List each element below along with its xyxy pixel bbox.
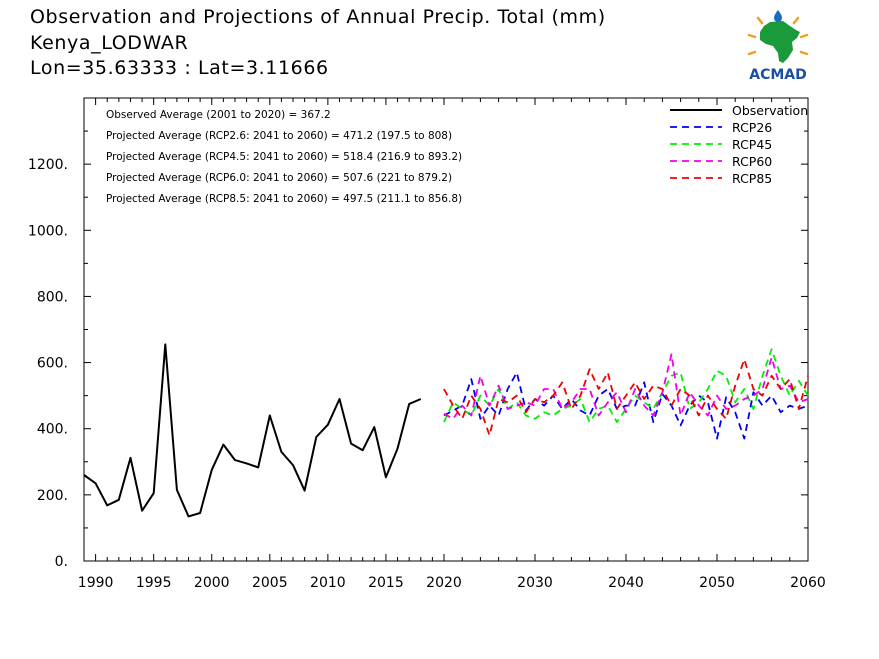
location-name: Kenya_LODWAR	[30, 32, 189, 54]
x-tick-label: 2030	[517, 575, 553, 591]
annotation-text: Projected Average (RCP6.0: 2041 to 2060)…	[106, 172, 452, 184]
annotation-text: Projected Average (RCP4.5: 2041 to 2060)…	[106, 151, 462, 163]
x-tick-label: 2000	[194, 575, 230, 591]
annotation-text: Projected Average (RCP2.6: 2041 to 2060)…	[106, 130, 452, 142]
y-tick-label: 1200.	[28, 157, 68, 173]
series-line-rcp85	[443, 358, 809, 437]
series-line-rcp45	[443, 348, 809, 424]
annotations: Observed Average (2001 to 2020) = 367.2 P…	[106, 109, 462, 205]
x-tick-label: 2060	[790, 575, 826, 591]
series-line-observation	[83, 343, 422, 518]
x-tick-label: 2050	[699, 575, 735, 591]
logo-text: ACMAD	[749, 67, 807, 83]
chart-title: Observation and Projections of Annual Pr…	[30, 6, 606, 28]
x-tick-label: 1995	[136, 575, 172, 591]
x-axis-labels: 1990 1995 2000 2005 2010 2015 2020 2030 2040 2050…	[78, 575, 826, 591]
y-tick-label: 400.	[37, 422, 68, 438]
x-tick-label: 2005	[252, 575, 288, 591]
legend-label: RCP85	[732, 171, 772, 186]
series-lines	[83, 343, 809, 518]
series-line-rcp26	[443, 371, 809, 440]
acmad-logo: ACMAD	[738, 8, 818, 84]
plot-frame	[83, 97, 809, 562]
y-tick-label: 800.	[37, 289, 68, 305]
y-tick-label: 600.	[37, 356, 68, 372]
annotation-text: Observed Average (2001 to 2020) = 367.2	[106, 109, 331, 121]
y-axis-labels: 0. 200. 400. 600. 800. 1000. 1200.	[28, 157, 68, 570]
y-tick-label: 200.	[37, 488, 68, 504]
y-tick-label: 0.	[55, 554, 68, 570]
legend: Observation RCP26 RCP45 RCP60 RCP85	[670, 103, 808, 186]
x-tick-label: 2040	[608, 575, 644, 591]
africa-sun-logo-icon: ACMAD	[747, 10, 809, 83]
x-tick-label: 2010	[310, 575, 346, 591]
annotation-text: Projected Average (RCP8.5: 2041 to 2060)…	[106, 193, 462, 205]
legend-label: RCP60	[732, 154, 772, 169]
legend-label: Observation	[732, 103, 808, 118]
axis-ticks	[84, 97, 809, 562]
x-tick-label: 1990	[78, 575, 114, 591]
legend-label: RCP45	[732, 137, 772, 152]
y-tick-label: 1000.	[28, 223, 68, 239]
coordinates: Lon=35.63333 : Lat=3.11666	[30, 57, 329, 79]
legend-label: RCP26	[732, 120, 772, 135]
x-tick-label: 2015	[368, 575, 404, 591]
x-tick-label: 2020	[426, 575, 462, 591]
